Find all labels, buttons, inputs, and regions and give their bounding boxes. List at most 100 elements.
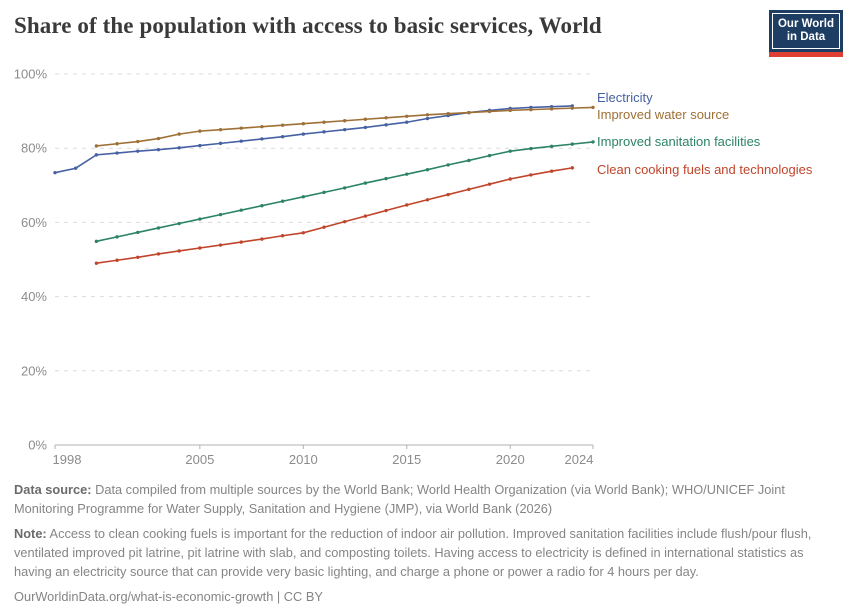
data-point[interactable] [467, 187, 471, 192]
series-line-electricity[interactable] [54, 105, 573, 174]
data-point[interactable] [405, 203, 409, 207]
data-point[interactable] [94, 261, 99, 265]
data-point[interactable] [446, 163, 450, 167]
data-point[interactable] [322, 190, 326, 195]
data-point[interactable] [94, 239, 99, 244]
data-point[interactable] [301, 231, 306, 235]
data-point[interactable] [136, 255, 140, 259]
data-point[interactable] [198, 129, 202, 133]
data-point[interactable] [94, 153, 99, 157]
series-improved-sanitation-facilities[interactable] [94, 140, 595, 244]
data-point[interactable] [405, 114, 409, 118]
data-point[interactable] [425, 168, 430, 172]
legend-electricity[interactable]: Electricity [597, 89, 653, 105]
data-point[interactable] [363, 125, 368, 130]
data-point[interactable] [363, 181, 368, 185]
data-point[interactable] [115, 258, 119, 262]
series-line-improved-sanitation-facilities[interactable] [96, 141, 594, 243]
data-point[interactable] [115, 151, 119, 155]
data-point[interactable] [405, 120, 409, 124]
data-point[interactable] [529, 146, 533, 151]
data-point[interactable] [446, 192, 450, 197]
data-point[interactable] [177, 146, 181, 150]
data-point[interactable] [156, 252, 161, 256]
data-point[interactable] [136, 139, 140, 144]
data-point[interactable] [239, 139, 243, 143]
data-point[interactable] [301, 132, 306, 136]
data-point[interactable] [508, 177, 512, 181]
data-point[interactable] [156, 226, 161, 230]
series-clean-cooking-fuels[interactable] [94, 166, 575, 265]
data-point[interactable] [405, 172, 409, 176]
data-point[interactable] [549, 107, 554, 111]
data-point[interactable] [198, 143, 202, 148]
data-point[interactable] [115, 235, 119, 239]
data-point[interactable] [156, 136, 161, 141]
data-point[interactable] [570, 106, 575, 110]
data-point[interactable] [177, 249, 181, 253]
data-point[interactable] [239, 126, 243, 130]
data-point[interactable] [384, 176, 388, 181]
data-point[interactable] [425, 116, 430, 121]
data-point[interactable] [591, 105, 595, 110]
series-electricity[interactable] [53, 104, 575, 175]
data-point[interactable] [342, 127, 347, 132]
data-point[interactable] [570, 166, 575, 170]
data-point[interactable] [508, 108, 512, 113]
data-point[interactable] [280, 234, 285, 238]
data-point[interactable] [301, 122, 306, 126]
data-point[interactable] [529, 107, 533, 112]
data-point[interactable] [94, 144, 99, 148]
data-point[interactable] [198, 246, 202, 250]
data-point[interactable] [487, 153, 492, 158]
data-point[interactable] [487, 109, 492, 114]
data-point[interactable] [384, 116, 388, 120]
data-point[interactable] [280, 134, 285, 139]
data-point[interactable] [384, 208, 388, 213]
data-point[interactable] [342, 219, 347, 224]
data-point[interactable] [570, 142, 575, 146]
data-point[interactable] [198, 217, 202, 221]
data-point[interactable] [260, 237, 264, 241]
owid-logo[interactable]: Our World in Data [769, 10, 843, 57]
legend-clean-cooking-fuels[interactable]: Clean cooking fuels and technologies [597, 161, 813, 177]
data-point[interactable] [301, 195, 306, 199]
data-point[interactable] [529, 173, 533, 177]
data-point[interactable] [425, 198, 430, 202]
data-point[interactable] [136, 230, 140, 235]
data-point[interactable] [260, 204, 264, 208]
data-point[interactable] [280, 199, 285, 203]
data-point[interactable] [156, 147, 161, 152]
data-point[interactable] [136, 149, 140, 153]
data-point[interactable] [322, 120, 326, 124]
data-point[interactable] [467, 110, 471, 115]
data-point[interactable] [260, 137, 264, 141]
data-point[interactable] [549, 169, 554, 173]
data-point[interactable] [342, 119, 347, 123]
data-point[interactable] [591, 140, 595, 144]
series-line-clean-cooking-fuels[interactable] [96, 167, 573, 265]
legend-improved-water-source[interactable]: Improved water source [597, 107, 730, 123]
data-point[interactable] [239, 240, 243, 244]
data-point[interactable] [218, 212, 223, 217]
series-improved-water-source[interactable] [94, 105, 595, 148]
data-point[interactable] [508, 149, 512, 153]
data-point[interactable] [218, 141, 223, 146]
data-point[interactable] [53, 170, 57, 175]
data-point[interactable] [322, 225, 326, 229]
data-point[interactable] [549, 144, 554, 149]
data-point[interactable] [467, 158, 471, 163]
data-point[interactable] [280, 123, 285, 127]
data-point[interactable] [177, 132, 181, 136]
data-point[interactable] [115, 142, 119, 146]
data-point[interactable] [73, 166, 78, 170]
cc-by-link[interactable]: CC BY [283, 589, 323, 605]
data-point[interactable] [218, 243, 223, 247]
data-point[interactable] [384, 123, 388, 127]
data-point[interactable] [218, 127, 223, 132]
data-point[interactable] [177, 221, 181, 226]
series-line-improved-water-source[interactable] [96, 106, 594, 147]
data-point[interactable] [425, 113, 430, 117]
data-point[interactable] [487, 182, 492, 186]
data-point[interactable] [239, 208, 243, 212]
